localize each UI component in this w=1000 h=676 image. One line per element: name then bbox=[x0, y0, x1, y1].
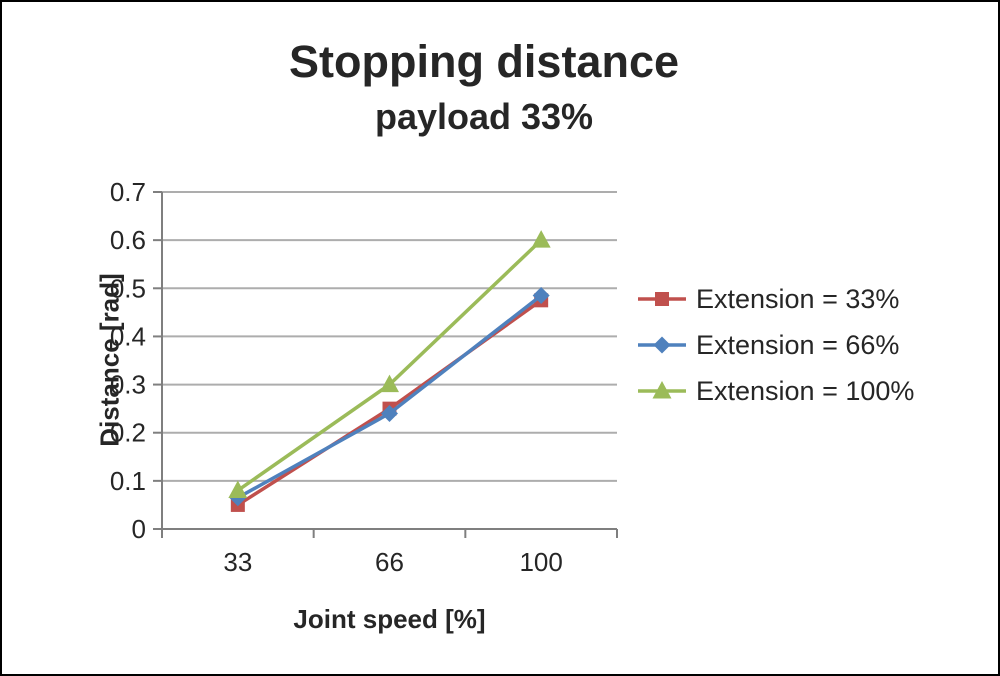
y-tick-label: 0.6 bbox=[110, 225, 146, 255]
chart-subtitle: payload 33% bbox=[374, 96, 594, 137]
series-extension-66 bbox=[229, 287, 550, 507]
y-tick-label: 0.5 bbox=[110, 273, 146, 303]
series-line bbox=[236, 294, 543, 500]
series-line bbox=[236, 238, 543, 492]
legend: Extension = 33% Extension = 66% Extension … bbox=[636, 283, 914, 407]
legend-label: Extension = 33% bbox=[696, 283, 900, 314]
x-tick-labels: 33 66 100 bbox=[223, 547, 562, 577]
x-tick-label: 33 bbox=[223, 547, 252, 577]
legend-item: Extension = 33% bbox=[636, 283, 914, 315]
legend-item: Extension = 66% bbox=[636, 329, 914, 361]
y-tick-label: 0.7 bbox=[110, 177, 146, 207]
legend-marker-diamond-icon bbox=[638, 336, 686, 354]
legend-label: Extension = 66% bbox=[696, 329, 900, 360]
y-tick-label: 0 bbox=[132, 514, 146, 544]
y-tick-label: 0.1 bbox=[110, 466, 146, 496]
chart-title: Stopping distance bbox=[288, 36, 679, 87]
y-tick-label: 0.2 bbox=[110, 418, 146, 448]
legend-marker-square-icon bbox=[638, 292, 686, 306]
gridlines bbox=[162, 191, 617, 482]
series-extension-100 bbox=[228, 230, 551, 498]
legend-item: Extension = 100% bbox=[636, 375, 914, 407]
legend-marker-triangle-icon bbox=[638, 381, 686, 399]
y-tick-labels: 0 0.1 0.2 0.3 0.4 0.5 0.6 0.7 bbox=[110, 177, 146, 544]
axes bbox=[153, 191, 618, 538]
y-tick-label: 0.3 bbox=[110, 370, 146, 400]
legend-label: Extension = 100% bbox=[696, 375, 915, 406]
x-tick-label: 100 bbox=[519, 547, 562, 577]
y-tick-label: 0.4 bbox=[110, 321, 146, 351]
x-tick-label: 66 bbox=[375, 547, 404, 577]
x-axis-title: Joint speed [%] bbox=[293, 604, 486, 634]
